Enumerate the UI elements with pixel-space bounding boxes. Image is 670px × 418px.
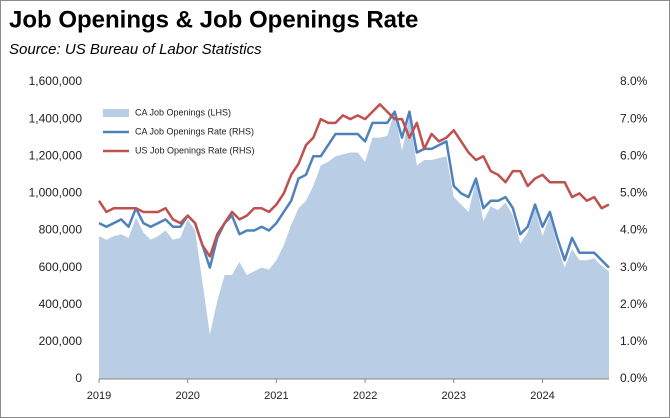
area (99, 111, 609, 379)
y2-tick-label: 1.0% (620, 334, 648, 348)
x-tick-label: 2021 (264, 390, 288, 402)
y-tick-label: 1,400,000 (29, 111, 83, 125)
y2-tick-label: 8.0% (620, 74, 648, 88)
line (98, 110, 610, 269)
y-tick-label: 1,600,000 (29, 74, 83, 88)
y2-tick-label: 6.0% (620, 148, 648, 162)
y-tick-label: 1,000,000 (29, 186, 83, 200)
legend-label: US Job Openings Rate (RHS) (135, 145, 255, 155)
y-tick-label: 400,000 (39, 297, 83, 311)
chart-title: Job Openings & Job Openings Rate (9, 6, 418, 33)
legend-swatch (103, 109, 129, 117)
x-tick-label: 2019 (87, 390, 111, 402)
y2-tick-label: 5.0% (620, 186, 648, 200)
y-tick-label: 1,200,000 (29, 148, 83, 162)
y2-tick-label: 3.0% (620, 260, 648, 274)
x-tick-label: 2023 (442, 390, 466, 402)
line (97, 103, 610, 258)
legend-label: CA Job Openings Rate (RHS) (135, 126, 254, 136)
x-tick-label: 2020 (175, 390, 199, 402)
y2-tick-label: 7.0% (620, 111, 648, 125)
y-tick-label: 200,000 (39, 334, 83, 348)
y-tick-label: 0 (75, 371, 82, 385)
y-tick-label: 600,000 (39, 260, 83, 274)
legend-label: CA Job Openings (LHS) (135, 107, 231, 117)
y-tick-label: 800,000 (39, 223, 83, 237)
x-tick-label: 2022 (353, 390, 377, 402)
x-tick-label: 2024 (530, 390, 554, 402)
y2-tick-label: 4.0% (620, 223, 648, 237)
y2-tick-label: 0.0% (620, 371, 648, 385)
y2-tick-label: 2.0% (620, 297, 648, 311)
chart-subtitle: Source: US Bureau of Labor Statistics (9, 41, 262, 58)
